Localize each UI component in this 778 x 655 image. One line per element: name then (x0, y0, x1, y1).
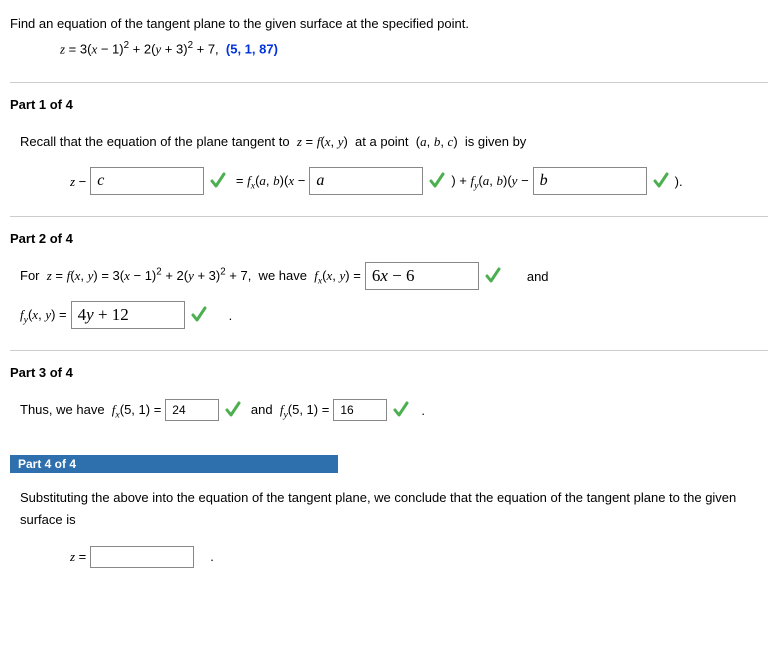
part-4-equation: z = . (70, 541, 768, 572)
check-icon (210, 171, 226, 191)
question-equation: z = 3(x − 1)2 + 2(y + 3)2 + 7, (5, 1, 87… (60, 37, 768, 62)
input-fx[interactable]: 6x − 6 (365, 262, 479, 290)
part-4: Substituting the above into the equation… (10, 473, 768, 590)
part-3-body: Thus, we have fx(5, 1) = 24 and fy(5, 1)… (10, 394, 768, 427)
part-2: Part 2 of 4 For z = f(x, y) = 3(x − 1)2 … (10, 216, 768, 350)
check-icon (485, 266, 501, 286)
part-1: Part 1 of 4 Recall that the equation of … (10, 82, 768, 216)
part-3-intro: Thus, we have fx(5, 1) = (20, 394, 161, 427)
input-z[interactable] (90, 546, 194, 568)
part-2-title: Part 2 of 4 (10, 231, 768, 246)
input-fy51[interactable]: 16 (333, 399, 387, 421)
input-fy[interactable]: 4y + 12 (71, 301, 185, 329)
period: . (229, 300, 233, 331)
part-4-intro: Substituting the above into the equation… (20, 487, 768, 531)
part-1-title: Part 1 of 4 (10, 97, 768, 112)
part-2-line1: For z = f(x, y) = 3(x − 1)2 + 2(y + 3)2 … (20, 260, 768, 293)
check-icon (429, 171, 445, 191)
check-icon (191, 305, 207, 325)
part-3-line: Thus, we have fx(5, 1) = 24 and fy(5, 1)… (20, 394, 768, 427)
part-2-intro: For z = f(x, y) = 3(x − 1)2 + 2(y + 3)2 … (20, 260, 361, 293)
part-3: Part 3 of 4 Thus, we have fx(5, 1) = 24 … (10, 350, 768, 445)
question-point: (5, 1, 87) (226, 41, 278, 56)
check-icon (393, 400, 409, 420)
eq-fx-label: = fx(a, b)(x − (232, 165, 305, 198)
plus-fy-label: ) + fy(a, b)(y − (451, 165, 528, 198)
input-fx51[interactable]: 24 (165, 399, 219, 421)
part-1-intro: Recall that the equation of the plane ta… (20, 126, 768, 157)
check-icon (653, 171, 669, 191)
period: . (421, 395, 425, 426)
part-1-equation: z − c = fx(a, b)(x − a ) + fy(a, b)(y − … (70, 165, 768, 198)
period: . (210, 541, 214, 572)
input-c[interactable]: c (90, 167, 204, 195)
close-paren: ). (675, 166, 683, 197)
and-fy-label: and fy(5, 1) = (247, 394, 329, 427)
z-eq-label: z = (70, 541, 86, 572)
input-a[interactable]: a (309, 167, 423, 195)
part-4-body: Substituting the above into the equation… (10, 487, 768, 572)
part-1-body: Recall that the equation of the plane ta… (10, 126, 768, 198)
part-3-title: Part 3 of 4 (10, 365, 768, 380)
page-root: Find an equation of the tangent plane to… (0, 0, 778, 610)
part-4-title-bar: Part 4 of 4 (10, 455, 338, 473)
fy-label: fy(x, y) = (20, 299, 67, 332)
part-2-body: For z = f(x, y) = 3(x − 1)2 + 2(y + 3)2 … (10, 260, 768, 332)
part-2-line2: fy(x, y) = 4y + 12 . (20, 299, 768, 332)
z-minus-label: z − (70, 166, 86, 197)
and-label: and (527, 261, 549, 292)
input-b[interactable]: b (533, 167, 647, 195)
check-icon (225, 400, 241, 420)
question-prompt: Find an equation of the tangent plane to… (10, 12, 768, 37)
question-block: Find an equation of the tangent plane to… (10, 12, 768, 62)
